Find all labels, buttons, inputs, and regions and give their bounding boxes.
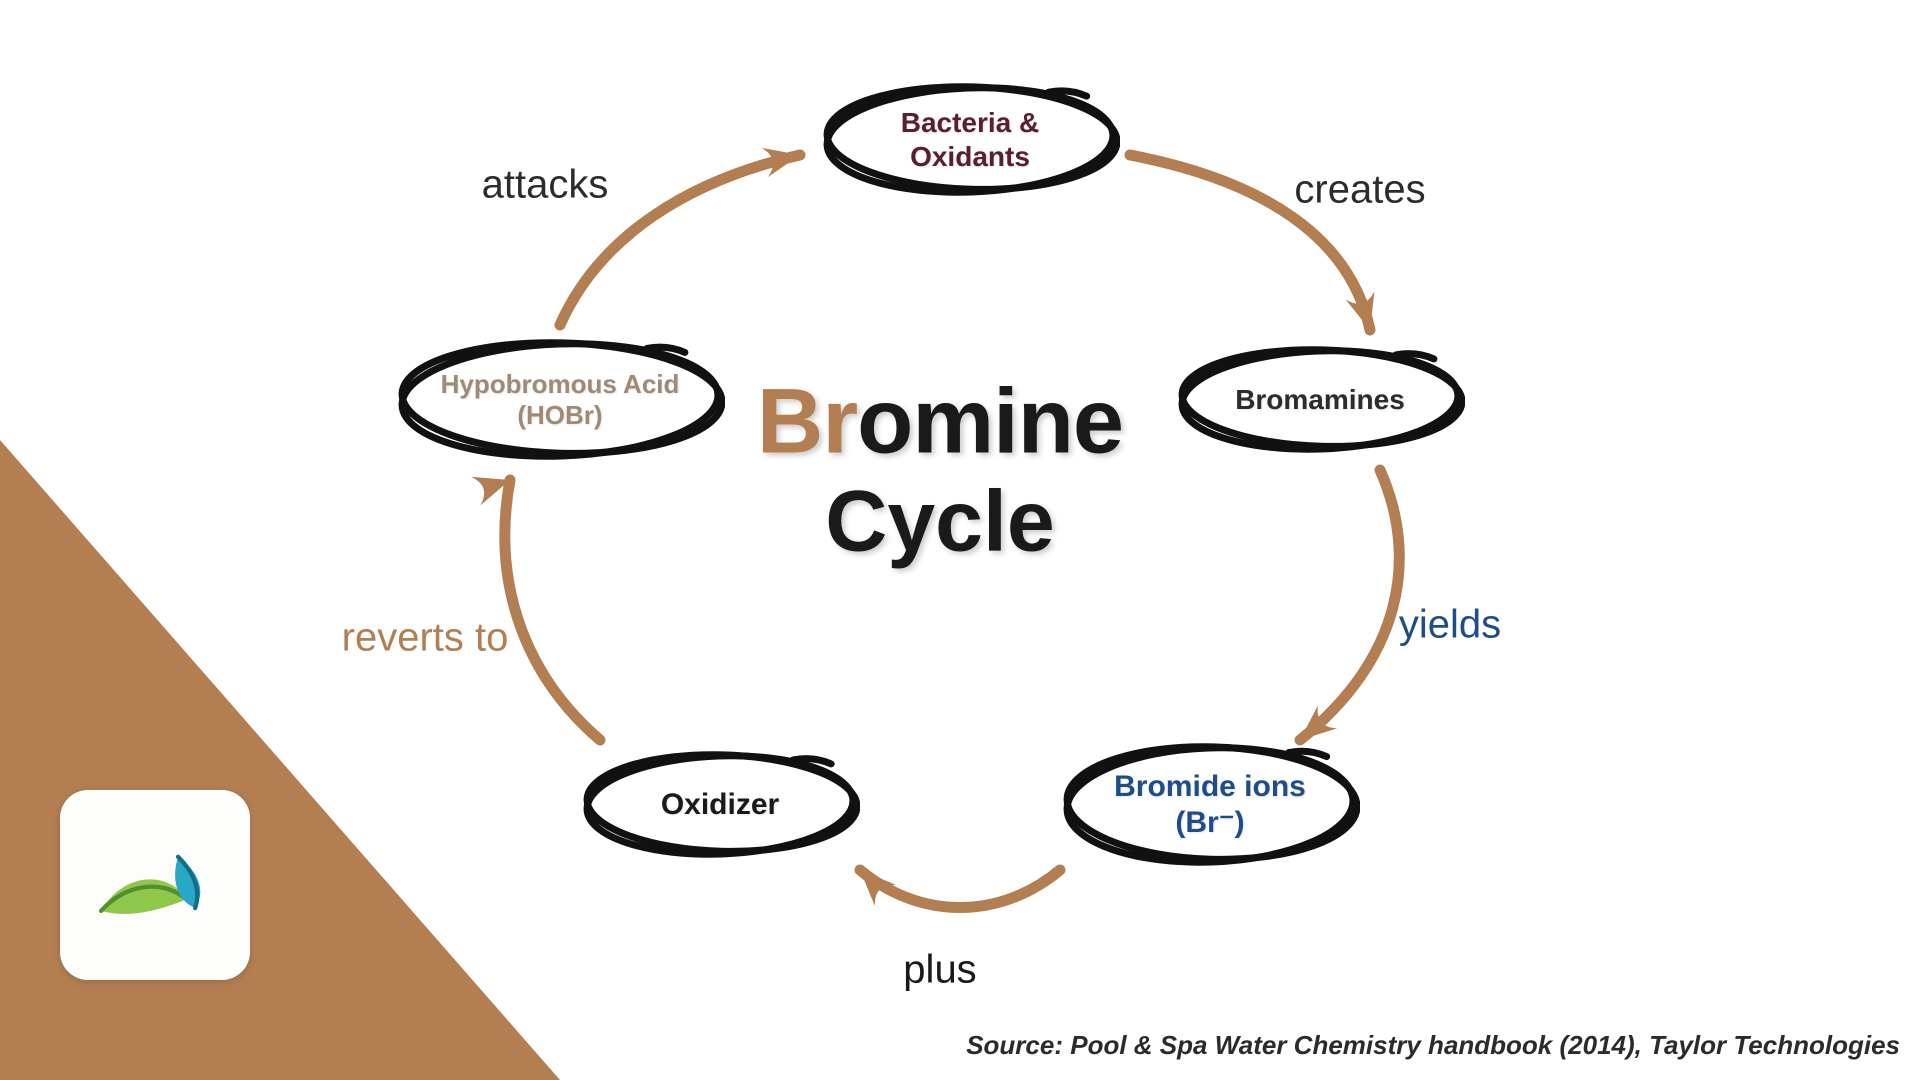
edge-label-bacteria-bromamines: creates bbox=[1294, 168, 1425, 213]
edge-label-bromide-oxidizer: plus bbox=[903, 948, 976, 993]
node-bacteria: Bacteria &Oxidants bbox=[820, 81, 1120, 199]
title-rest: omine bbox=[857, 371, 1123, 473]
edge-label-oxidizer-hobr: reverts to bbox=[342, 616, 509, 661]
node-label: Bromamines bbox=[1235, 383, 1405, 417]
title-accent: Br bbox=[757, 371, 857, 473]
title-line2: Cycle bbox=[757, 476, 1123, 566]
brand-logo bbox=[60, 790, 250, 980]
node-label: Bromide ions(Br⁻) bbox=[1114, 769, 1306, 841]
node-label: Oxidizer bbox=[661, 787, 779, 823]
node-label: Bacteria &Oxidants bbox=[901, 106, 1040, 173]
node-label: Hypobromous Acid(HOBr) bbox=[441, 369, 680, 431]
node-bromide: Bromide ions(Br⁻) bbox=[1060, 741, 1360, 869]
cycle-title: Bromine Cycle bbox=[757, 374, 1123, 567]
node-bromamines: Bromamines bbox=[1175, 344, 1465, 456]
diagram-stage: Bromine Cycle Bacteria &Oxidants Bromamin… bbox=[0, 0, 1920, 1080]
leaf-droplet-icon bbox=[84, 814, 227, 957]
edge-label-hobr-bacteria: attacks bbox=[482, 163, 609, 208]
node-hobr: Hypobromous Acid(HOBr) bbox=[395, 337, 725, 463]
edge-label-bromamines-bromide: yields bbox=[1399, 603, 1501, 648]
corner-triangle bbox=[0, 440, 560, 1080]
source-citation: Source: Pool & Spa Water Chemistry handb… bbox=[966, 1030, 1900, 1061]
node-oxidizer: Oxidizer bbox=[580, 749, 860, 861]
